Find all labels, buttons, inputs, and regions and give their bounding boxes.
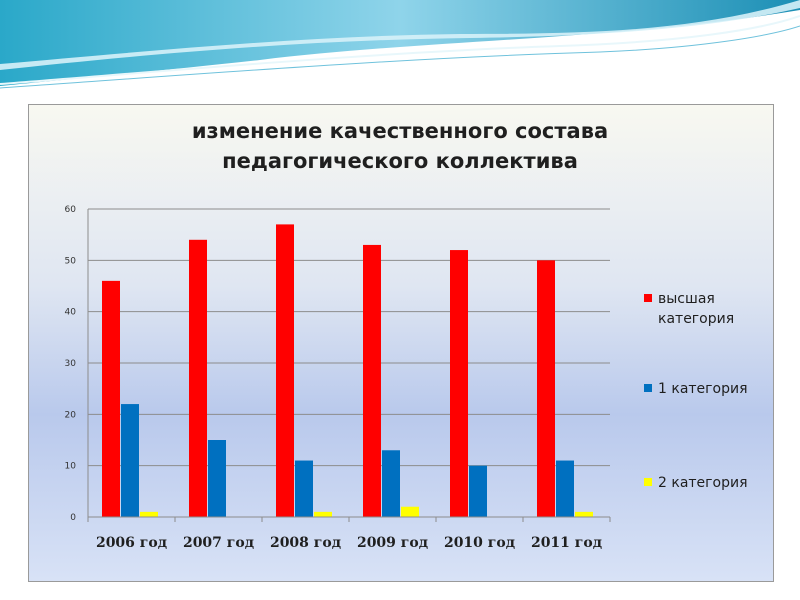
bar-second-category bbox=[140, 511, 158, 517]
bar-first-category bbox=[121, 404, 139, 517]
chart-panel bbox=[28, 104, 774, 582]
y-tick-label: 50 bbox=[65, 256, 77, 266]
legend-label: 1 категория bbox=[658, 381, 748, 397]
legend-label: высшая bbox=[658, 291, 715, 307]
bar-vysshaya-category bbox=[450, 250, 468, 518]
y-tick-label: 0 bbox=[70, 513, 76, 523]
chart-title-line-1: изменение качественного состава bbox=[191, 119, 609, 143]
y-tick-label: 30 bbox=[65, 359, 77, 369]
bar-vysshaya-category bbox=[537, 260, 555, 517]
legend-swatch bbox=[644, 478, 652, 486]
bar-vysshaya-category bbox=[363, 244, 381, 517]
bar-second-category bbox=[401, 506, 419, 517]
legend-label: 2 категория bbox=[658, 475, 748, 491]
chart-title: изменение качественного состава педагоги… bbox=[0, 116, 800, 176]
legend-swatch bbox=[644, 294, 652, 302]
x-tick-label: 2007 год bbox=[183, 535, 254, 551]
bar-vysshaya-category bbox=[102, 280, 120, 517]
bar-first-category bbox=[556, 460, 574, 517]
bar-first-category bbox=[382, 450, 400, 517]
bar-first-category bbox=[208, 440, 226, 517]
chart-title-line-2: педагогического коллектива bbox=[222, 149, 578, 173]
x-tick-label: 2011 год bbox=[531, 535, 602, 551]
decorative-wave-banner bbox=[0, 0, 800, 100]
y-tick-label: 40 bbox=[65, 308, 77, 318]
legend-swatch bbox=[644, 384, 652, 392]
legend-label: категория bbox=[658, 311, 734, 327]
bar-vysshaya-category bbox=[189, 239, 207, 518]
bar-vysshaya-category bbox=[276, 224, 294, 517]
y-tick-label: 60 bbox=[65, 205, 77, 215]
bar-first-category bbox=[295, 460, 313, 517]
y-tick-label: 20 bbox=[65, 410, 77, 420]
x-tick-label: 2009 год bbox=[357, 535, 428, 551]
x-tick-label: 2008 год bbox=[270, 535, 341, 551]
bar-second-category bbox=[575, 511, 593, 517]
bar-first-category bbox=[469, 465, 487, 517]
bar-second-category bbox=[314, 511, 332, 517]
y-tick-label: 10 bbox=[65, 462, 77, 472]
x-tick-label: 2010 год bbox=[444, 535, 515, 551]
x-tick-label: 2006 год bbox=[96, 535, 167, 551]
